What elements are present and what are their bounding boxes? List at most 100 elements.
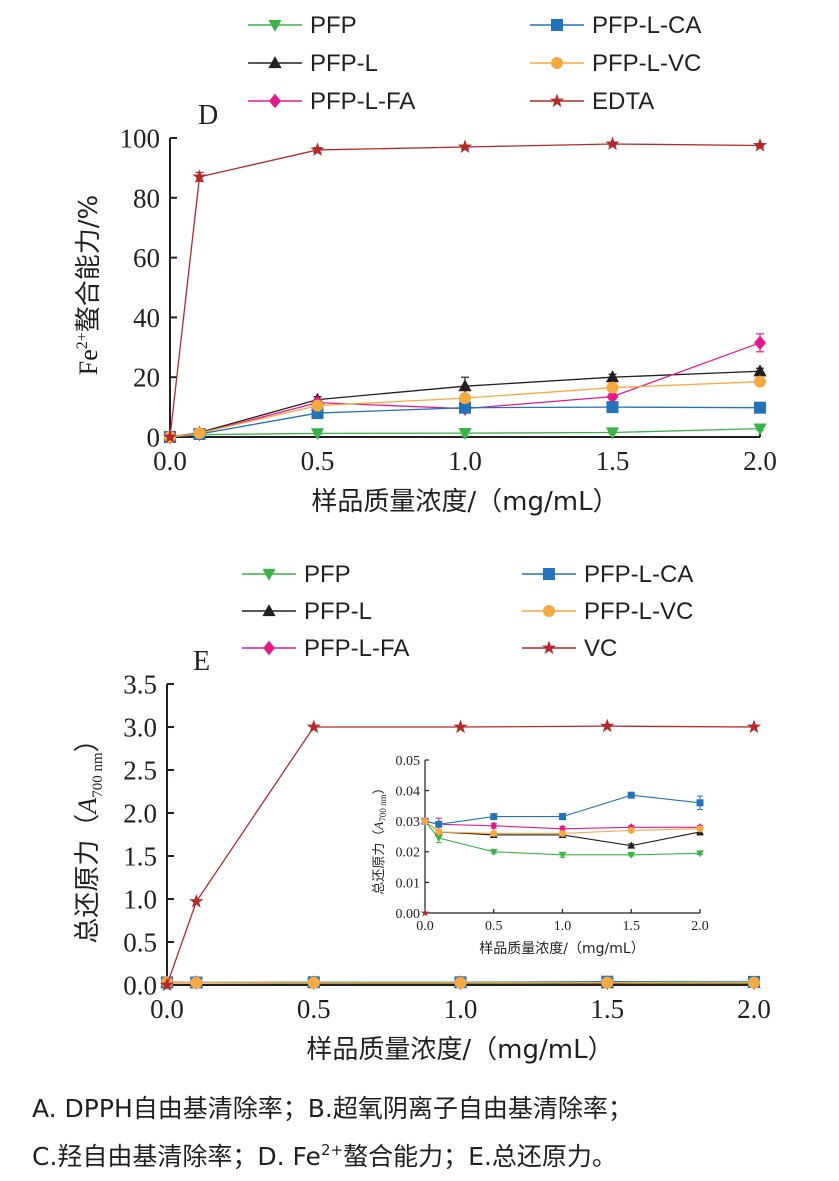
data-point-pfp-l-vc	[490, 829, 498, 837]
y-tick-label: 60	[133, 243, 160, 273]
series-pfp-l-vc	[164, 375, 766, 443]
legend-label-pfp: PFP	[310, 12, 357, 39]
x-tick-label: 1.5	[623, 919, 641, 934]
caption-line-2-end: 螯合能力；E.总还原力。	[343, 1142, 617, 1171]
y-axis-title: 总还原力（A700 nm）	[73, 726, 106, 943]
y-tick-label: 1.5	[123, 841, 157, 871]
y-tick-label: 0.0	[123, 970, 157, 1000]
legend-marker-triangle-down	[262, 568, 276, 581]
data-point-pfp-l-vc	[459, 392, 471, 405]
x-tick-label: 2.0	[737, 994, 771, 1024]
y-tick-label: 0.05	[396, 754, 421, 769]
y-tick-label: 80	[133, 183, 160, 213]
data-point-pfp-l	[753, 364, 767, 377]
series-pfp-l-vc	[161, 976, 760, 989]
data-point-pfp-l-ca	[435, 820, 443, 828]
y-tick-label: 3.0	[123, 712, 157, 742]
data-point-vc	[453, 719, 468, 734]
data-point-pfp	[458, 428, 472, 441]
series-vc	[159, 718, 762, 992]
legend-marker-square	[543, 568, 555, 580]
data-point-pfp-l-vc	[311, 399, 324, 412]
legend-label-pfp-l-fa: PFP-L-FA	[310, 88, 415, 115]
legend-item-pfp-l: PFP-L	[248, 50, 378, 77]
legend-label-pfp: PFP	[304, 561, 351, 588]
series-vc	[420, 908, 430, 917]
legend-item-pfp-l-vc: PFP-L-VC	[522, 598, 693, 625]
x-tick-label: 2.0	[691, 919, 709, 934]
data-point-pfp-l-ca	[696, 799, 704, 807]
x-tick-label: 1.5	[596, 446, 630, 476]
legend-item-pfp-l-ca: PFP-L-CA	[522, 561, 693, 588]
legend-item-edta: EDTA	[530, 88, 654, 115]
data-point-vc	[600, 718, 615, 733]
data-point-pfp-l	[605, 370, 620, 383]
data-point-pfp-l-vc	[421, 817, 429, 825]
data-point-vc	[189, 894, 204, 908]
y-tick-label: 0.03	[396, 815, 421, 830]
data-point-vc	[306, 719, 321, 734]
chart-e-inset: 0.0 0.5 1.0 1.5 2.0 0.00 0.01 0.02 0.03 0.04 0.05 样…	[371, 754, 709, 957]
legend-item-pfp-l-vc: PFP-L-VC	[530, 50, 701, 77]
data-point-pfp-l-vc	[307, 976, 320, 989]
series-edta	[162, 136, 768, 444]
legend-item-pfp: PFP	[242, 561, 351, 588]
y-tick-label: 0.04	[396, 785, 421, 800]
series-line-vc	[166, 725, 755, 986]
series-pfp-l-vc	[421, 817, 704, 837]
legend-marker-star	[541, 640, 557, 655]
caption-line-1: A. DPPH自由基清除率；B.超氧阴离子自由基清除率；	[32, 1085, 832, 1133]
legend-item-pfp-l: PFP-L	[242, 598, 372, 625]
y-tick-label: 20	[133, 363, 160, 393]
figure-caption: A. DPPH自由基清除率；B.超氧阴离子自由基清除率； C.羟自由基清除率；D…	[32, 1085, 832, 1181]
caption-superscript: 2+	[320, 1141, 344, 1159]
caption-line-2: C.羟自由基清除率；D. Fe2+螯合能力；E.总还原力。	[32, 1133, 832, 1181]
data-point-pfp-l-fa	[754, 335, 766, 351]
x-tick-label: 0.5	[301, 446, 335, 476]
data-point-pfp-l-vc	[627, 826, 635, 834]
data-point-pfp	[489, 848, 498, 856]
x-tick-label: 0.0	[416, 919, 434, 934]
x-tick-label: 0.0	[150, 994, 184, 1024]
data-point-pfp-l	[458, 379, 472, 392]
data-point-vc	[746, 719, 762, 734]
legend-marker-star	[549, 93, 565, 108]
x-tick-label: 1.0	[444, 994, 478, 1024]
legend-marker-diamond	[269, 93, 281, 109]
data-point-pfp-l-ca	[606, 401, 619, 414]
legend-label-pfp-l-vc: PFP-L-VC	[584, 598, 693, 625]
series-pfp	[421, 818, 704, 859]
legend-item-pfp-l-fa: PFP-L-FA	[242, 635, 409, 662]
legend-marker-diamond	[263, 640, 275, 656]
y-tick-label: 3.5	[123, 669, 157, 699]
legend-label-pfp-l-fa: PFP-L-FA	[304, 635, 409, 662]
data-point-pfp-l-fa	[606, 389, 619, 404]
legend-label-vc: VC	[584, 635, 617, 662]
y-tick-label: 0	[147, 422, 161, 452]
data-point-pfp-l-vc	[435, 828, 443, 836]
data-point-pfp-l-fa	[559, 824, 566, 834]
data-point-pfp-l-vc	[559, 829, 566, 837]
data-point-pfp-l-ca	[459, 401, 471, 414]
x-axis-title: 样品质量浓度/（mg/mL）	[306, 1035, 613, 1065]
data-point-edta	[605, 136, 620, 151]
y-tick-label: 40	[133, 303, 160, 333]
data-point-pfp-l-vc	[606, 381, 619, 394]
data-point-pfp-l-vc	[193, 427, 206, 440]
y-axis-title: Fe2+螯合能力/%	[74, 195, 104, 376]
data-point-pfp	[605, 427, 620, 440]
legend-label-pfp-l-ca: PFP-L-CA	[584, 561, 693, 588]
legend-item-pfp-l-ca: PFP-L-CA	[530, 12, 701, 39]
data-point-pfp-l-ca	[627, 791, 635, 799]
series-line-edta	[169, 143, 761, 438]
data-point-edta	[752, 137, 768, 152]
data-point-pfp	[753, 423, 767, 436]
y-tick-label: 0.00	[396, 907, 421, 922]
data-point-edta	[457, 139, 473, 154]
data-point-pfp	[310, 428, 325, 441]
series-pfp-l-ca	[421, 791, 704, 828]
legend-marker-triangle-up	[268, 56, 282, 69]
y-tick-label: 0.02	[396, 846, 421, 861]
legend-marker-circle	[543, 605, 555, 617]
y-tick-label: 2.5	[123, 755, 157, 785]
